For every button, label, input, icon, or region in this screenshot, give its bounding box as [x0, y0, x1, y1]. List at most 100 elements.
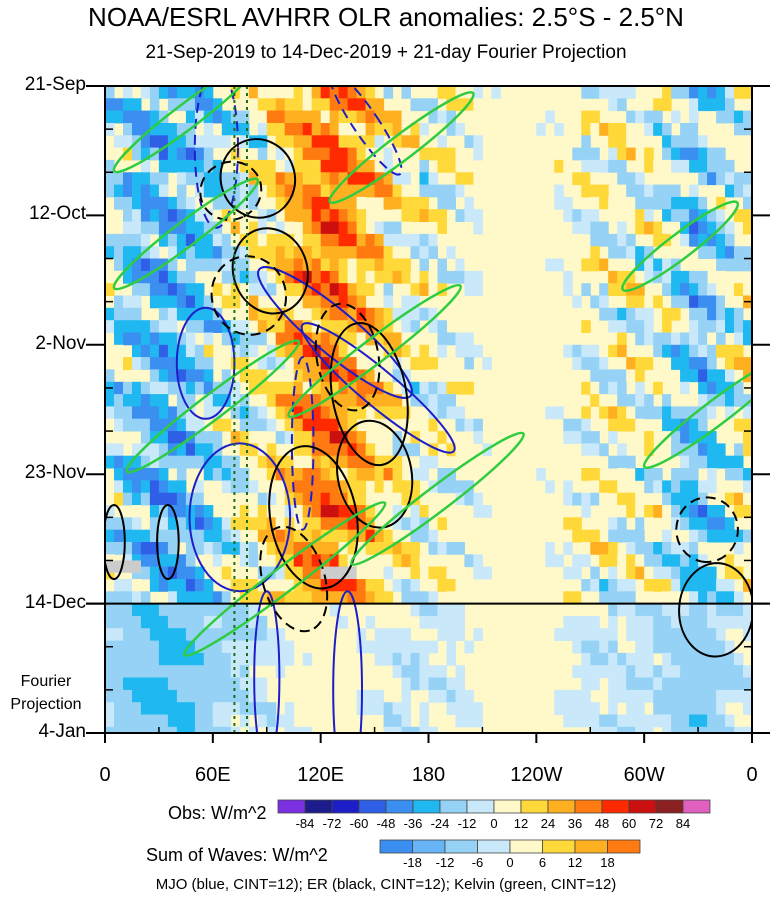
- heat-cell: [123, 135, 133, 149]
- heat-cell: [671, 295, 681, 309]
- heat-cell: [293, 135, 304, 149]
- heat-cell: [635, 320, 645, 333]
- heat-cell: [563, 542, 573, 555]
- heat-cell: [383, 344, 394, 358]
- heat-cell: [284, 418, 295, 432]
- heat-cell: [140, 357, 151, 370]
- heat-cell: [320, 86, 331, 99]
- heat-cell: [743, 258, 752, 272]
- heat-cell: [680, 640, 690, 654]
- heat-cell: [248, 615, 259, 629]
- heat-cell: [428, 381, 438, 395]
- heat-cell: [716, 505, 726, 518]
- heat-cell: [194, 159, 205, 173]
- heat-cell: [626, 714, 636, 728]
- heat-cell: [203, 517, 214, 531]
- heat-cell: [329, 431, 340, 444]
- heat-cell: [140, 209, 151, 222]
- heat-cell: [716, 406, 726, 420]
- heat-cell: [662, 665, 672, 678]
- heat-cell: [599, 714, 609, 728]
- heat-cell: [356, 332, 367, 346]
- heat-cell: [194, 615, 205, 629]
- heat-cell: [653, 468, 663, 481]
- heat-cell: [158, 505, 169, 518]
- heat-cell: [419, 98, 429, 112]
- heat-cell: [302, 394, 313, 407]
- heat-cell: [167, 98, 178, 112]
- heat-cell: [123, 492, 133, 506]
- heat-cell: [419, 505, 429, 518]
- heat-cell: [284, 381, 295, 395]
- heat-cell: [401, 480, 411, 494]
- heat-cell: [617, 184, 627, 198]
- heat-cell: [707, 196, 717, 210]
- heat-cell: [176, 665, 187, 678]
- heat-cell: [626, 369, 636, 383]
- heat-cell: [617, 394, 627, 407]
- heat-cell: [167, 270, 178, 284]
- heat-cell: [356, 209, 367, 222]
- heat-cell: [185, 270, 196, 284]
- heat-cell: [329, 98, 340, 112]
- heat-cell: [428, 579, 438, 592]
- heat-cell: [401, 172, 411, 186]
- heat-cell: [662, 542, 672, 555]
- heat-cell: [266, 172, 277, 186]
- heat-cell: [671, 283, 681, 296]
- heat-cell: [365, 591, 376, 605]
- heat-cell: [464, 196, 474, 210]
- heat-cell: [194, 640, 205, 654]
- heat-cell: [149, 270, 160, 284]
- heat-cell: [311, 98, 322, 112]
- heat-cell: [482, 529, 492, 543]
- heat-cell: [203, 443, 214, 457]
- heat-cell: [176, 135, 187, 149]
- heat-cell: [356, 406, 367, 420]
- heat-cell: [401, 196, 411, 210]
- heat-cell: [392, 652, 403, 666]
- heat-cell: [356, 270, 367, 284]
- heat-cell: [114, 196, 124, 210]
- heat-cell: [698, 689, 708, 703]
- heat-cell: [464, 344, 474, 358]
- heat-cell: [725, 246, 735, 259]
- heat-cell: [123, 726, 133, 733]
- heat-cell: [581, 381, 591, 395]
- heat-cell: [212, 542, 223, 555]
- heat-cell: [743, 677, 752, 691]
- heat-cell: [284, 566, 295, 580]
- heat-cell: [455, 172, 465, 186]
- heat-cell: [437, 566, 447, 580]
- kelvin-contour: [642, 356, 752, 470]
- heat-cell: [563, 246, 573, 259]
- heat-cell: [635, 566, 645, 580]
- heat-cell: [410, 468, 420, 481]
- heat-cell: [734, 135, 744, 149]
- heat-cell: [473, 566, 483, 580]
- heat-cell: [338, 147, 349, 161]
- heat-cell: [680, 135, 690, 149]
- heat-cell: [572, 628, 582, 641]
- heat-cell: [689, 714, 699, 728]
- heat-cell: [383, 566, 394, 580]
- heat-cell: [446, 702, 456, 715]
- heat-cell: [320, 270, 331, 284]
- heat-cell: [114, 591, 124, 605]
- heat-cell: [338, 529, 349, 543]
- heat-cell: [572, 665, 582, 678]
- heat-cell: [473, 184, 483, 198]
- heat-cell: [140, 566, 151, 580]
- heat-cell: [374, 628, 385, 641]
- heat-cell: [185, 505, 196, 518]
- heat-cell: [266, 332, 277, 346]
- heat-cell: [194, 652, 205, 666]
- heat-cell: [662, 566, 672, 580]
- heat-cell: [473, 135, 483, 149]
- heat-cell: [617, 714, 627, 728]
- heat-cell: [608, 196, 618, 210]
- obs-colorbar-swatch: [655, 799, 684, 814]
- heat-cell: [212, 135, 223, 149]
- heat-cell: [194, 135, 205, 149]
- heat-cell: [437, 110, 447, 124]
